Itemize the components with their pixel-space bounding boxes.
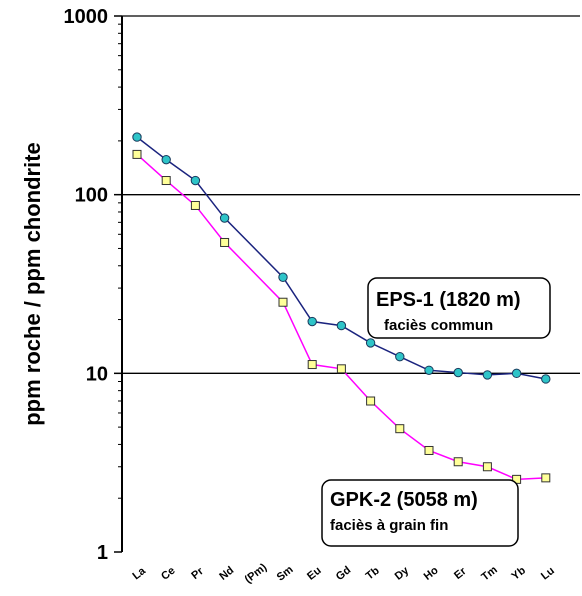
x-tick-label-nd: Nd: [217, 564, 236, 582]
point-eps1-dy: [395, 351, 405, 362]
y-tick-label-100: 100: [75, 185, 108, 207]
point-gpk2-ho: [424, 445, 434, 455]
x-tick-label-ce: Ce: [159, 565, 177, 583]
x-ticks: La Ce Pr Nd (Pm) Sm Eu Gd Tb Dy Ho Er Tm Yb Lu: [130, 561, 557, 586]
point-gpk2-tb: [366, 396, 376, 406]
series-markers: [132, 132, 551, 484]
legend-eps1: EPS-1 (1820 m) faciès commun: [367, 277, 551, 339]
point-gpk2-ce: [161, 176, 171, 186]
point-eps1-pr: [190, 175, 201, 186]
legend-gpk2-box: [321, 479, 519, 547]
point-eps1-yb: [511, 368, 522, 379]
x-tick-label-pm: (Pm): [243, 561, 270, 586]
point-eps1-lu: [541, 374, 551, 384]
point-gpk2-dy: [395, 424, 405, 434]
point-eps1-sm: [278, 272, 288, 282]
series-line-gpk2: [136, 153, 546, 481]
point-eps1-ce: [161, 154, 171, 165]
point-gpk2-er: [453, 457, 463, 467]
point-eps1-la: [132, 132, 142, 142]
point-gpk2-pr: [190, 200, 200, 210]
y-tick-label-1: 1: [97, 542, 108, 564]
legend-eps1-subtitle: faciès commun: [384, 317, 493, 334]
y-ticks: 1 10 100 1000: [64, 6, 122, 564]
x-tick-label-yb: Yb: [510, 564, 529, 582]
x-tick-label-tb: Tb: [364, 565, 382, 583]
x-tick-label-la: La: [130, 564, 148, 582]
series-line-eps1: [136, 136, 546, 380]
legend-gpk2: GPK-2 (5058 m) faciès à grain fin: [321, 479, 519, 547]
point-eps1-tb: [365, 338, 376, 348]
point-gpk2-nd: [220, 237, 230, 247]
point-gpk2-gd: [336, 364, 346, 374]
x-tick-label-eu: Eu: [305, 565, 323, 583]
point-eps1-ho: [424, 365, 434, 375]
x-tick-label-gd: Gd: [334, 564, 353, 583]
point-eps1-gd: [336, 320, 347, 331]
legend-gpk2-subtitle: faciès à grain fin: [330, 517, 448, 534]
legend-eps1-title: EPS-1 (1820 m): [376, 289, 521, 311]
point-gpk2-sm: [278, 297, 288, 307]
x-tick-label-er: Er: [452, 565, 469, 582]
series-lines: [136, 136, 546, 481]
x-tick-label-tm: Tm: [479, 564, 500, 584]
point-eps1-er: [453, 367, 463, 378]
point-gpk2-la: [132, 149, 142, 159]
legend-gpk2-title: GPK-2 (5058 m): [330, 489, 478, 511]
x-tick-label-sm: Sm: [275, 564, 296, 584]
x-tick-label-ho: Ho: [422, 564, 441, 583]
y-tick-label-1000: 1000: [64, 6, 109, 28]
x-tick-label-dy: Dy: [393, 564, 412, 583]
point-eps1-nd: [219, 213, 230, 223]
point-gpk2-lu: [541, 473, 551, 483]
y-axis-label: ppm roche / ppm chondrite: [20, 142, 45, 426]
point-gpk2-tm: [482, 462, 492, 472]
y-tick-label-10: 10: [86, 363, 108, 385]
x-tick-label-pr: Pr: [189, 565, 206, 582]
point-gpk2-eu: [307, 360, 317, 370]
point-eps1-tm: [482, 370, 493, 380]
x-tick-label-lu: Lu: [539, 565, 557, 583]
point-eps1-eu: [307, 316, 317, 327]
legend-eps1-box: [367, 277, 551, 339]
